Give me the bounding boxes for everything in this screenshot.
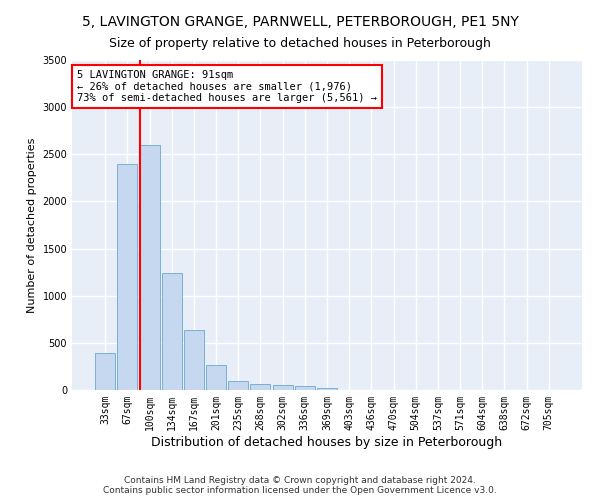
Bar [95,353,115,390]
Bar [317,388,337,390]
Bar [184,330,204,390]
Y-axis label: Number of detached properties: Number of detached properties [27,138,37,312]
Bar [228,381,248,390]
Bar [272,385,293,390]
Text: 5 LAVINGTON GRANGE: 91sqm
← 26% of detached houses are smaller (1,976)
73% of se: 5 LAVINGTON GRANGE: 91sqm ← 26% of detac… [77,70,377,103]
Bar [250,384,271,390]
Bar [162,273,182,390]
Bar [295,386,315,390]
Bar [118,164,137,390]
Text: Contains HM Land Registry data © Crown copyright and database right 2024.
Contai: Contains HM Land Registry data © Crown c… [103,476,497,495]
Bar [206,366,226,390]
Bar [140,145,160,390]
Text: 5, LAVINGTON GRANGE, PARNWELL, PETERBOROUGH, PE1 5NY: 5, LAVINGTON GRANGE, PARNWELL, PETERBORO… [82,15,518,29]
X-axis label: Distribution of detached houses by size in Peterborough: Distribution of detached houses by size … [151,436,503,448]
Text: Size of property relative to detached houses in Peterborough: Size of property relative to detached ho… [109,38,491,51]
